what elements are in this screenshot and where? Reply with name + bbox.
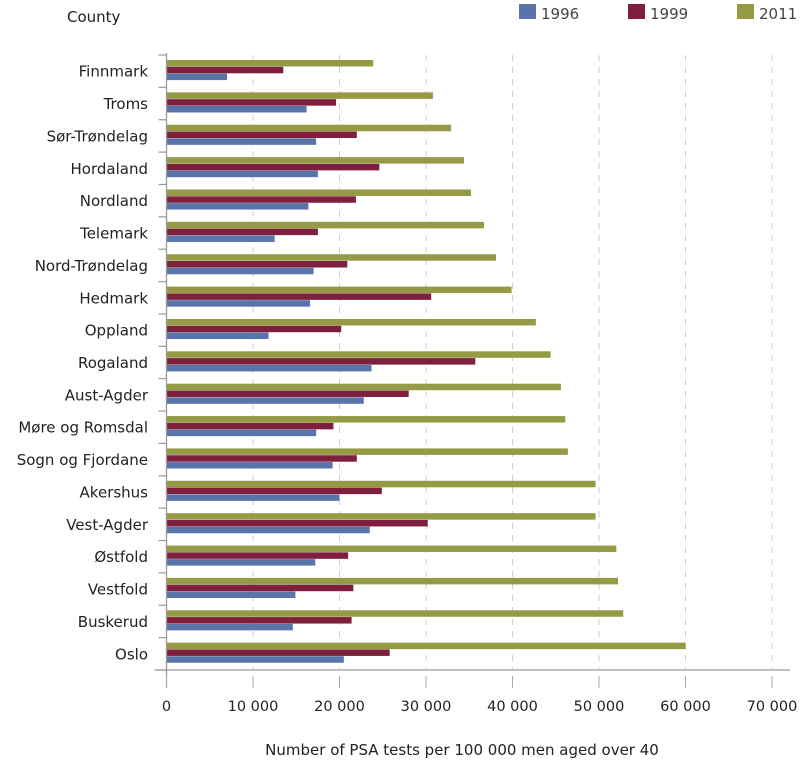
x-tick-labels: 0 10 000 20 000 30 000 40 000 50 000 60 000 70 … [162,699,797,715]
x-tick-label: 50 000 [574,699,625,715]
axes [154,53,790,688]
bar-1996-østfold [166,559,316,566]
y-tick-label: Telemark [79,225,148,243]
bar-1999-oslo [166,649,390,656]
bar-1996-oslo [166,656,344,663]
bars [166,60,686,663]
y-tick-label: Vestfold [88,581,148,599]
y-tick-label: Sogn og Fjordane [17,451,148,469]
bar-1996-nordland [166,203,309,210]
bar-2011-oslo [166,642,686,650]
bar-2011-finnmark [166,60,374,67]
legend: 1996 1999 2011 [519,4,797,23]
bar-1996-sør-trøndelag [166,138,317,145]
bar-2011-telemark [166,221,484,229]
bar-1999-hedmark [166,293,432,300]
bar-2011-rogaland [166,351,551,358]
legend-label-1999: 1999 [650,5,688,23]
bar-1996-akershus [166,494,340,501]
bar-2011-aust-agder [166,383,561,391]
y-tick-label: Aust-Agder [65,386,149,404]
bar-2011-hedmark [166,286,512,294]
x-tick-label: 30 000 [401,699,452,715]
bar-1999-buskerud [166,617,352,624]
bar-1999-rogaland [166,358,476,365]
x-tick-label: 70 000 [747,699,798,715]
bar-1996-rogaland [166,364,372,372]
bar-1999-sør-trøndelag [166,131,357,139]
bar-1999-vest-agder [166,519,428,527]
bar-1996-hordaland [166,170,318,178]
y-tick-label: Nordland [80,192,148,210]
y-tick-label: Oslo [115,645,148,663]
bar-1996-finnmark [166,73,228,81]
legend-label-2011: 2011 [759,5,797,23]
bar-2011-østfold [166,545,617,553]
bar-1999-hordaland [166,163,380,171]
y-tick-label: Buskerud [78,613,148,631]
y-tick-label: Oppland [85,322,148,340]
legend-swatch-2011 [737,4,754,19]
y-tick-label: Rogaland [78,354,148,372]
y-tick-label: Finnmark [79,63,149,81]
bar-2011-sør-trøndelag [166,124,452,132]
bar-1996-aust-agder [166,397,364,404]
y-tick-label: Møre og Romsdal [18,419,148,437]
bar-1996-oppland [166,332,269,340]
bar-2011-sogn-og-fjordane [166,448,568,455]
y-tick-label: Nord-Trøndelag [35,257,148,275]
bar-1996-troms [166,105,307,113]
bar-2011-buskerud [166,610,624,617]
bar-1996-vestfold [166,591,296,598]
x-tick-label: 0 [162,699,171,715]
legend-label-1996: 1996 [541,5,579,23]
bar-2011-nordland [166,189,471,196]
bar-1999-aust-agder [166,390,409,397]
bar-1996-vest-agder [166,526,370,534]
bar-1999-østfold [166,552,349,559]
bar-2011-vest-agder [166,513,596,520]
bar-1996-hedmark [166,300,311,307]
bar-1996-buskerud [166,623,293,631]
bar-2011-møre-og-romsdal [166,416,566,423]
x-axis-title: Number of PSA tests per 100 000 men aged… [265,741,659,759]
bar-1999-telemark [166,228,318,236]
y-tick-label: Sør-Trøndelag [47,127,148,145]
legend-swatch-1999 [628,4,645,19]
x-tick-label: 20 000 [314,699,365,715]
y-tick-label: Troms [103,95,149,113]
bar-2011-vestfold [166,577,619,585]
x-tick-label: 10 000 [228,699,279,715]
y-tick-labels: Finnmark Troms Sør-Trøndelag Hordaland Nordl… [17,63,149,664]
x-tick-label: 40 000 [487,699,538,715]
y-axis-title: County [67,8,121,26]
bar-1996-telemark [166,235,275,242]
bar-1999-akershus [166,487,382,495]
y-tick-label: Østfold [94,548,148,566]
bar-1999-vestfold [166,584,354,592]
y-tick-label: Hordaland [71,160,148,178]
bar-1999-møre-og-romsdal [166,422,334,430]
y-tick-label: Akershus [80,483,149,501]
y-tick-label: Hedmark [79,289,148,307]
bar-1996-møre-og-romsdal [166,429,317,437]
bar-1999-finnmark [166,66,284,74]
bar-2011-troms [166,92,433,99]
bar-2011-oppland [166,318,536,326]
bar-1996-sogn-og-fjordane [166,462,333,469]
legend-swatch-1996 [519,4,536,19]
bar-1999-nord-trøndelag [166,261,348,268]
bar-1996-nord-trøndelag [166,267,314,275]
x-tick-label: 60 000 [660,699,711,715]
bar-2011-akershus [166,480,596,488]
bar-1999-oppland [166,325,342,333]
y-tick-label: Vest-Agder [66,516,149,534]
bar-1999-troms [166,99,337,106]
bar-1999-sogn-og-fjordane [166,455,357,462]
bar-1999-nordland [166,196,356,203]
bar-2011-nord-trøndelag [166,254,497,261]
bar-2011-hordaland [166,157,465,164]
